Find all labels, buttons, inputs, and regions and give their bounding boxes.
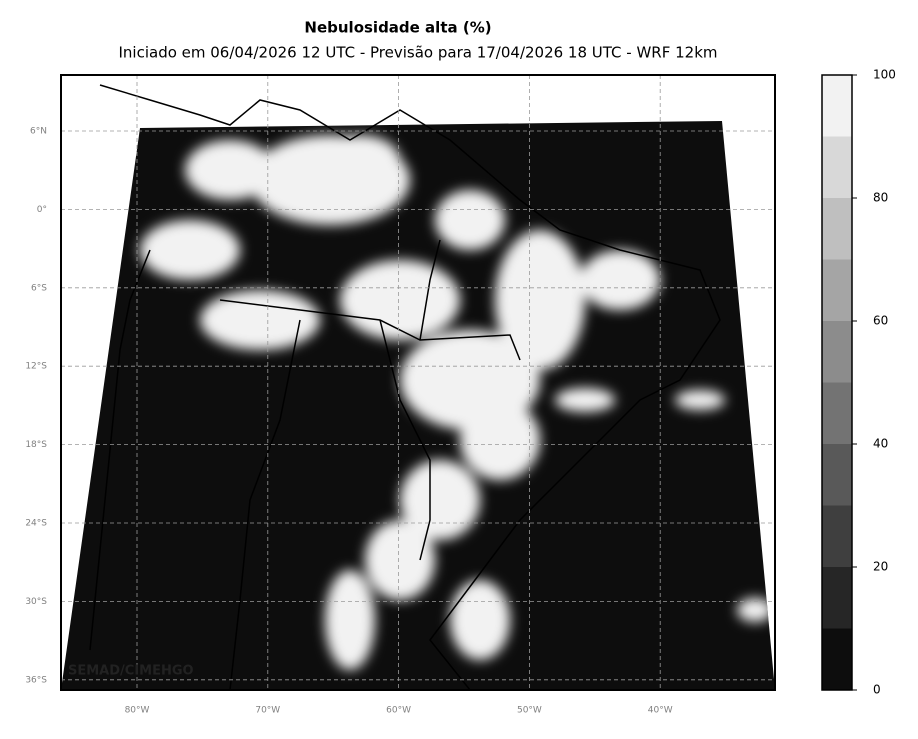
lat-label: 0° (37, 205, 47, 215)
colorbar-tick-label: 0 (873, 683, 881, 697)
credit: SEMAD/CIMEHGO (68, 664, 194, 679)
lat-label: 36°S (25, 675, 47, 685)
colorbar-segment (822, 136, 852, 198)
lat-label: 30°S (25, 597, 47, 607)
lat-label: 6°N (30, 127, 47, 137)
graticule: 6°N 0° 6°S 12°S 18°S 24°S 30°S 36°S 80°W 70°W 60°W… (25, 75, 775, 716)
lat-label: 12°S (25, 362, 47, 372)
map-area (61, 84, 775, 690)
colorbar-segment (822, 628, 852, 690)
colorbar-segment (822, 567, 852, 629)
subtitle: Iniciado em 06/04/2026 12 UTC - Previsão… (118, 44, 717, 62)
colorbar-tick-label: 100 (873, 68, 896, 82)
colorbar-segment (822, 382, 852, 444)
lon-label: 60°W (386, 706, 411, 716)
colorbar-segment (822, 259, 852, 321)
colorbar-segment (822, 75, 852, 137)
lon-label: 80°W (125, 706, 150, 716)
colorbar-tick-label: 40 (873, 437, 888, 451)
lon-label: 70°W (255, 706, 280, 716)
colorbar-frame (821, 74, 853, 691)
map-frame (60, 74, 776, 691)
colorbar-segment (822, 444, 852, 506)
colorbar-segment (822, 198, 852, 260)
title: Nebulosidade alta (%) (304, 19, 491, 37)
borders (89, 84, 721, 690)
colorbar-tick-label: 20 (873, 560, 888, 574)
colorbar-tick-label: 60 (873, 314, 888, 328)
colorbar: 0 20 40 60 80 100 (821, 68, 896, 697)
lon-label: 40°W (648, 706, 673, 716)
lon-label: 50°W (517, 706, 542, 716)
colorbar-segment (822, 321, 852, 383)
lat-label: 18°S (25, 440, 47, 450)
colorbar-segment (822, 505, 852, 567)
cloud-blobs (140, 135, 773, 670)
colorbar-tick-label: 80 (873, 191, 888, 205)
lat-label: 24°S (25, 519, 47, 529)
lat-label: 6°S (31, 283, 47, 293)
